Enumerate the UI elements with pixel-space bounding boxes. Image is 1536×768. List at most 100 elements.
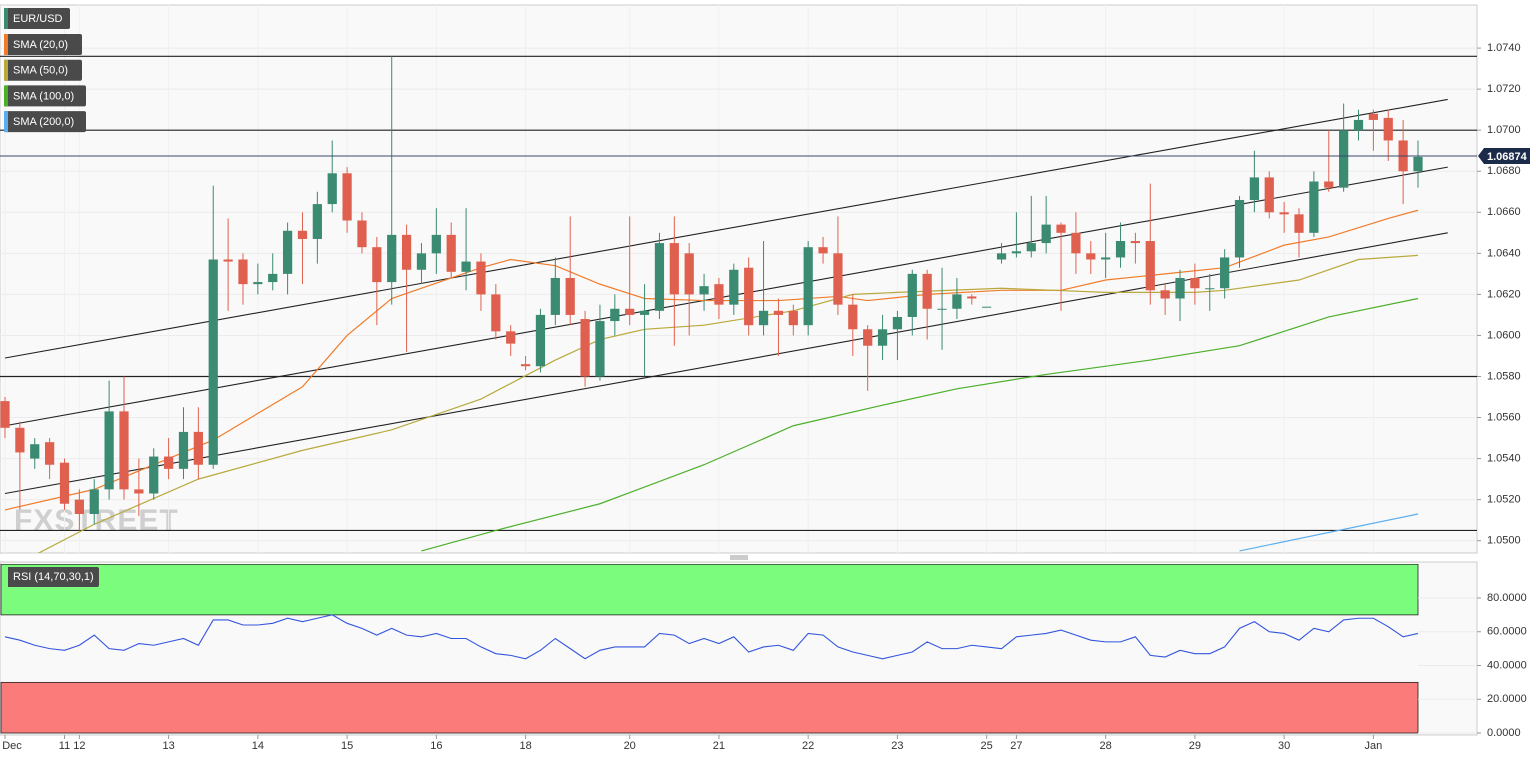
candle-body bbox=[1353, 119, 1364, 131]
legend-box[interactable] bbox=[4, 85, 86, 107]
x-tick-label: 28 bbox=[1100, 740, 1112, 752]
candle-body bbox=[1205, 288, 1215, 290]
candle-body bbox=[1368, 113, 1378, 120]
y-tick-label: 1.0720 bbox=[1487, 83, 1521, 95]
x-tick-label: 13 bbox=[162, 740, 174, 752]
candle-body bbox=[848, 304, 858, 330]
candle-body bbox=[416, 253, 427, 270]
x-tick-label: Dec bbox=[2, 740, 22, 752]
rsi-zone bbox=[0, 564, 1419, 616]
legend-box[interactable] bbox=[4, 59, 82, 81]
candle-body bbox=[1145, 241, 1155, 291]
candle-body bbox=[193, 431, 203, 465]
candle-body bbox=[1071, 232, 1081, 254]
y-tick-label: 1.0560 bbox=[1487, 411, 1521, 423]
candle-body bbox=[1294, 214, 1304, 233]
legend-swatch bbox=[4, 59, 8, 81]
candle-body bbox=[178, 431, 189, 469]
candle-body bbox=[1264, 177, 1274, 213]
candle-body bbox=[773, 310, 784, 315]
candle-body bbox=[550, 277, 560, 315]
candle-body bbox=[342, 173, 352, 221]
y-tick-label: 1.0640 bbox=[1487, 247, 1521, 259]
x-tick-label: 18 bbox=[519, 740, 531, 752]
legend-box[interactable] bbox=[4, 34, 82, 55]
y-tick-label: 1.0600 bbox=[1487, 329, 1521, 341]
main-plot-bg bbox=[0, 4, 1478, 554]
trendline bbox=[4, 166, 1448, 427]
chart-title: EUR/USD bbox=[13, 13, 63, 25]
overlay: 1.0500 1.0520 1.0540 1.0560 1.0580 1.0600 1.06… bbox=[2, 8, 1530, 752]
title-swatch bbox=[4, 8, 8, 29]
y-tick-label: 1.0660 bbox=[1487, 206, 1521, 218]
candle-body bbox=[401, 234, 412, 270]
candle-body bbox=[312, 204, 322, 239]
candle-body bbox=[1279, 212, 1289, 215]
y-tick-label: 0.0000 bbox=[1487, 727, 1521, 739]
candle-body bbox=[788, 310, 798, 326]
legend-label: SMA (100,0) bbox=[13, 90, 74, 102]
sma-line bbox=[1239, 513, 1419, 552]
candle-body bbox=[45, 442, 55, 465]
last-price-tag bbox=[1478, 148, 1530, 165]
candle-body bbox=[1383, 117, 1393, 141]
x-tick-label: 12 bbox=[73, 740, 85, 752]
candle-body bbox=[863, 329, 873, 346]
candle-body bbox=[1130, 241, 1141, 244]
candle-body bbox=[1086, 253, 1096, 260]
candle-body bbox=[1115, 241, 1126, 258]
trendline bbox=[4, 98, 1448, 359]
y-tick-label: 1.0620 bbox=[1487, 288, 1521, 300]
rsi-zone bbox=[0, 681, 1419, 734]
candle-body bbox=[565, 277, 575, 315]
candle-body bbox=[1413, 156, 1423, 172]
candle-body bbox=[744, 267, 754, 326]
y-tick-label: 1.0680 bbox=[1487, 165, 1521, 177]
title-box[interactable] bbox=[4, 8, 70, 29]
candle-body bbox=[625, 308, 635, 315]
candle-body bbox=[833, 253, 843, 305]
candle-body bbox=[163, 456, 174, 469]
rsi-title-box[interactable] bbox=[4, 567, 99, 587]
legend-label: SMA (200,0) bbox=[13, 116, 74, 128]
candle-body bbox=[238, 259, 248, 285]
x-tick-label: 15 bbox=[341, 740, 353, 752]
candle-body bbox=[1011, 251, 1022, 254]
candle-body bbox=[1041, 224, 1051, 244]
candle-body bbox=[1026, 243, 1036, 252]
x-tick-label: 16 bbox=[430, 740, 442, 752]
legend-box[interactable] bbox=[4, 111, 86, 133]
candle-body bbox=[996, 253, 1007, 260]
y-tick-label: 40.0000 bbox=[1487, 659, 1527, 671]
x-tick-label: 25 bbox=[981, 740, 993, 752]
candle-body bbox=[253, 282, 263, 285]
y-tick-label: 20.0000 bbox=[1487, 693, 1527, 705]
panel-resize-handle[interactable] bbox=[730, 555, 748, 560]
y-tick-label: 1.0580 bbox=[1487, 370, 1521, 382]
candle-body bbox=[982, 306, 992, 308]
candle-body bbox=[669, 243, 679, 295]
x-tick-label: Jan bbox=[1365, 740, 1383, 752]
candle-body bbox=[1190, 277, 1200, 289]
candle-body bbox=[639, 310, 650, 315]
candle-body bbox=[74, 499, 84, 515]
candle-body bbox=[491, 294, 501, 332]
candle-body bbox=[208, 259, 218, 465]
candle-body bbox=[818, 247, 828, 254]
candle-body bbox=[1249, 177, 1260, 200]
x-tick-label: 27 bbox=[1010, 740, 1022, 752]
candle-body bbox=[297, 230, 308, 239]
candle-body bbox=[268, 273, 278, 283]
candle-body bbox=[1220, 257, 1230, 289]
candle-body bbox=[387, 234, 397, 283]
x-tick-label: 20 bbox=[624, 740, 636, 752]
candle-body bbox=[223, 259, 233, 262]
x-tick-label: 11 bbox=[59, 740, 70, 752]
x-tick-label: 29 bbox=[1189, 740, 1201, 752]
rsi-layer bbox=[0, 564, 1477, 734]
y-tick-label: 1.0520 bbox=[1487, 494, 1521, 506]
candle-body bbox=[431, 234, 441, 254]
candle-body bbox=[1175, 277, 1185, 299]
legend-swatch bbox=[4, 34, 8, 55]
